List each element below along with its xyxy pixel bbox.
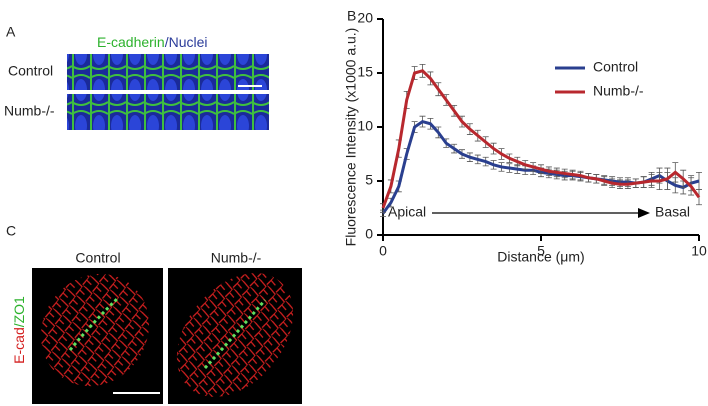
panel-title: E-cadherin/Nuclei <box>97 34 208 50</box>
panel-label: B <box>347 8 356 24</box>
line-chart: B 0 5 10 15 20 0 5 10 Distance (μm) Fluorescence … <box>343 8 707 265</box>
y-axis-label: Fluorescence Intensity (x1000 a.u.) <box>343 28 359 247</box>
x-axis-label: Distance (μm) <box>497 249 584 265</box>
annotation: Apical <box>388 204 426 220</box>
x-tick-label: 5 <box>537 243 545 259</box>
y-tick-label: 20 <box>357 10 373 26</box>
title-green: E-cadherin <box>97 34 165 50</box>
title-blue: /Nuclei <box>165 34 208 50</box>
y-tick-label: 0 <box>365 226 373 242</box>
micrograph <box>67 94 269 130</box>
row-label: Numb-/- <box>4 103 55 119</box>
organoid <box>40 273 150 387</box>
arrow-head <box>638 208 650 218</box>
annotation: Basal <box>655 204 690 220</box>
series-line <box>381 69 701 209</box>
x-tick-label: 10 <box>691 243 707 259</box>
micrograph <box>67 54 269 90</box>
panel-label: A <box>6 24 16 40</box>
y-tick-label: 15 <box>357 64 373 80</box>
y-tick-label: 10 <box>357 118 373 134</box>
panel-label: C <box>6 223 16 239</box>
legend-label: Numb-/- <box>593 83 644 99</box>
side-green: /ZO1 <box>11 296 27 327</box>
column-label: Numb-/- <box>211 250 262 266</box>
column-label: Control <box>75 250 120 266</box>
side-label: E-cad/ZO1 <box>11 296 27 364</box>
lumen <box>68 296 120 351</box>
y-tick-label: 5 <box>365 172 373 188</box>
x-tick-label: 0 <box>379 243 387 259</box>
legend-label: Control <box>593 59 638 75</box>
side-red: E-cad <box>11 327 27 364</box>
row-label: Control <box>8 63 53 79</box>
